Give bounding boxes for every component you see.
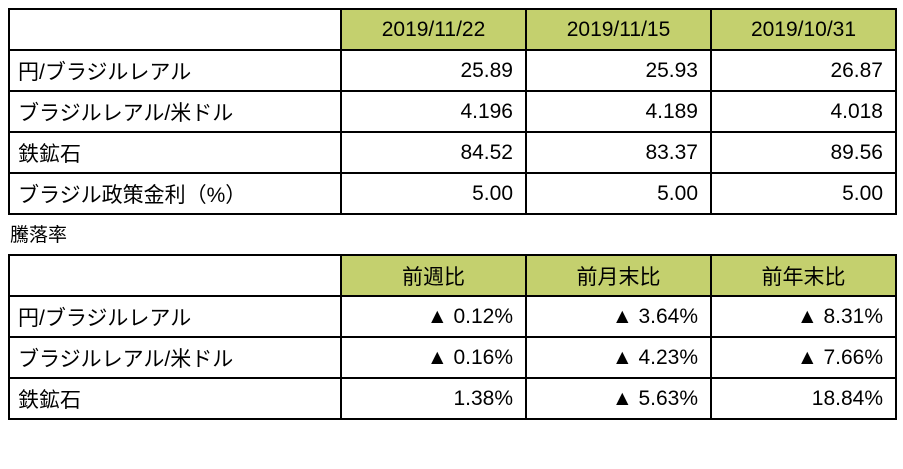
value-cell: 4.189: [525, 90, 712, 133]
change-column-header: 前週比: [340, 254, 527, 297]
value-cell: 18.84%: [710, 377, 897, 420]
rates-column-header: 2019/10/31: [710, 8, 897, 51]
table-row: 鉄鉱石 1.38% ▲ 5.63% 18.84%: [8, 377, 897, 420]
row-label: ブラジル政策金利（%）: [8, 172, 342, 215]
rates-table: 2019/11/22 2019/11/15 2019/10/31 円/ブラジルレ…: [8, 8, 897, 215]
table-row: ブラジル政策金利（%） 5.00 5.00 5.00: [8, 172, 897, 215]
table-row: 円/ブラジルレアル ▲ 0.12% ▲ 3.64% ▲ 8.31%: [8, 295, 897, 338]
row-label: 円/ブラジルレアル: [8, 49, 342, 92]
value-cell: ▲ 4.23%: [525, 336, 712, 379]
table-row: ブラジルレアル/米ドル 4.196 4.189 4.018: [8, 90, 897, 133]
value-cell: 1.38%: [340, 377, 527, 420]
value-cell: 84.52: [340, 131, 527, 174]
change-table: 前週比 前月末比 前年末比 円/ブラジルレアル ▲ 0.12% ▲ 3.64% …: [8, 254, 897, 420]
rates-column-header: 2019/11/15: [525, 8, 712, 51]
value-cell: 4.196: [340, 90, 527, 133]
row-label: ブラジルレアル/米ドル: [8, 90, 342, 133]
value-cell: ▲ 0.12%: [340, 295, 527, 338]
rates-corner-cell: [8, 8, 342, 51]
value-cell: 25.89: [340, 49, 527, 92]
value-cell: ▲ 7.66%: [710, 336, 897, 379]
value-cell: 5.00: [340, 172, 527, 215]
row-label: 鉄鉱石: [8, 377, 342, 420]
value-cell: 89.56: [710, 131, 897, 174]
table-row: ブラジルレアル/米ドル ▲ 0.16% ▲ 4.23% ▲ 7.66%: [8, 336, 897, 379]
value-cell: 83.37: [525, 131, 712, 174]
row-label: 鉄鉱石: [8, 131, 342, 174]
value-cell: ▲ 5.63%: [525, 377, 712, 420]
value-cell: 4.018: [710, 90, 897, 133]
row-label: ブラジルレアル/米ドル: [8, 336, 342, 379]
value-cell: 5.00: [710, 172, 897, 215]
rates-header-row: 2019/11/22 2019/11/15 2019/10/31: [8, 8, 897, 51]
table-row: 円/ブラジルレアル 25.89 25.93 26.87: [8, 49, 897, 92]
value-cell: ▲ 3.64%: [525, 295, 712, 338]
value-cell: ▲ 0.16%: [340, 336, 527, 379]
change-header-row: 前週比 前月末比 前年末比: [8, 254, 897, 297]
rates-column-header: 2019/11/22: [340, 8, 527, 51]
row-label: 円/ブラジルレアル: [8, 295, 342, 338]
table-row: 鉄鉱石 84.52 83.37 89.56: [8, 131, 897, 174]
value-cell: ▲ 8.31%: [710, 295, 897, 338]
change-column-header: 前年末比: [710, 254, 897, 297]
value-cell: 25.93: [525, 49, 712, 92]
change-column-header: 前月末比: [525, 254, 712, 297]
section-title: 騰落率: [10, 225, 68, 246]
value-cell: 5.00: [525, 172, 712, 215]
change-corner-cell: [8, 254, 342, 297]
value-cell: 26.87: [710, 49, 897, 92]
